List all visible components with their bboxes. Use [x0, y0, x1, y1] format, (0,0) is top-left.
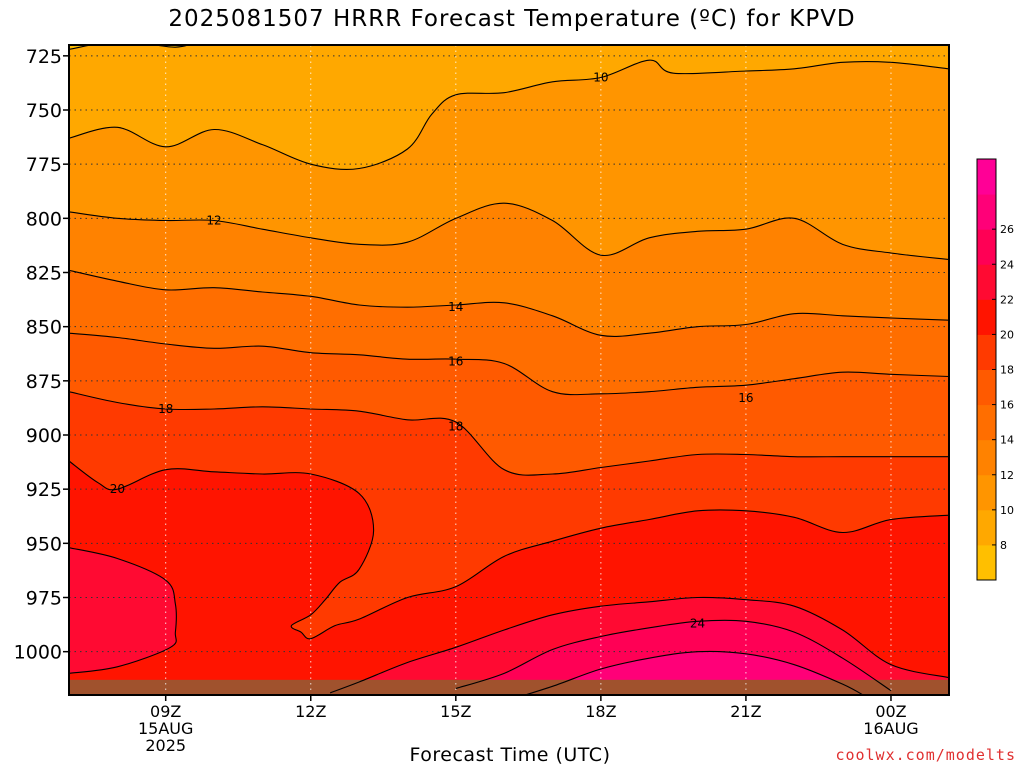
- y-tick-label-750: 750: [26, 100, 62, 122]
- isotherm-18-5: [69, 391, 949, 476]
- colorbar-swatch-22: [977, 264, 996, 300]
- y-tick-label-850: 850: [26, 317, 62, 339]
- contour-label-7: 20: [110, 482, 125, 496]
- x-tick-label-21Z: 21Z: [730, 702, 761, 721]
- y-tick-label-775: 775: [26, 154, 62, 176]
- x-tick-label-09Z: 09Z: [150, 702, 181, 721]
- x-tick-label-15AUG: 15AUG: [138, 719, 193, 738]
- x-tick-label-00Z: 00Z: [875, 702, 906, 721]
- colorbar-label-22: 22: [1000, 293, 1014, 306]
- x-tick-label-12Z: 12Z: [295, 702, 326, 721]
- isotherm-14-3: [69, 269, 949, 337]
- contour-label-0: 10: [593, 71, 608, 85]
- colorbar-swatch-10: [977, 474, 996, 511]
- colorbar-label-16: 16: [1000, 399, 1014, 412]
- x-tick-label-15Z: 15Z: [440, 702, 471, 721]
- colorbar-swatch-12: [977, 439, 996, 476]
- temperature-bands: [69, 45, 949, 695]
- plot-frame: [68, 44, 950, 696]
- y-tick-label-875: 875: [26, 371, 62, 393]
- colorbar-swatch-14: [977, 404, 996, 441]
- isotherm-10-1: [69, 59, 949, 170]
- colorbar-label-14: 14: [1000, 434, 1014, 447]
- isotherm-12-2: [69, 202, 949, 261]
- colorbar-swatch-26: [977, 194, 996, 230]
- colorbar-swatch-18: [977, 334, 996, 370]
- colorbar-label-26: 26: [1000, 223, 1014, 236]
- colorbar-label-8: 8: [1000, 539, 1007, 552]
- y-tick-label-825: 825: [26, 263, 62, 285]
- source-credit: coolwx.com/modelts: [835, 746, 1016, 764]
- y-tick-label-950: 950: [26, 533, 62, 555]
- colorbar-label-24: 24: [1000, 258, 1014, 271]
- isotherm-20-6: [69, 460, 949, 640]
- contour-label-4: 16: [738, 391, 753, 405]
- isotherm-22-8: [329, 596, 949, 694]
- isotherm-26-10: [523, 650, 865, 695]
- isotherm-16-4: [69, 332, 949, 396]
- x-axis-label: Forecast Time (UTC): [409, 744, 611, 766]
- x-tick-label-2025: 2025: [145, 736, 186, 755]
- colorbar-swatch-24: [977, 229, 996, 265]
- temperature-band-8: [69, 45, 205, 50]
- colorbar-label-12: 12: [1000, 469, 1014, 482]
- y-tick-label-925: 925: [26, 479, 62, 501]
- colorbar-label-20: 20: [1000, 328, 1014, 341]
- y-tick-label-725: 725: [26, 46, 62, 68]
- contour-label-3: 16: [448, 354, 463, 368]
- x-tick-label-16AUG: 16AUG: [863, 719, 918, 738]
- colorbar-swatch-20: [977, 299, 996, 335]
- isotherm-22-7: [69, 547, 177, 674]
- isotherm-lines: [69, 45, 949, 695]
- x-tick-label-18Z: 18Z: [585, 702, 616, 721]
- contour-label-6: 18: [448, 419, 463, 433]
- y-tick-label-800: 800: [26, 208, 62, 230]
- temperature-band-22-7: [69, 547, 177, 674]
- contour-label-2: 14: [448, 300, 463, 314]
- colorbar-label-10: 10: [1000, 504, 1014, 517]
- colorbar-swatch-28: [977, 159, 996, 195]
- isotherm-24-9: [455, 619, 892, 692]
- contour-label-8: 24: [690, 617, 705, 631]
- colorbar-label-18: 18: [1000, 364, 1014, 377]
- chart-title: 2025081507 HRRR Forecast Temperature (ºC…: [168, 6, 856, 32]
- y-tick-label-975: 975: [26, 588, 62, 610]
- colorbar-swatch-6: [977, 544, 996, 581]
- y-tick-label-1000: 1000: [14, 642, 62, 664]
- contour-label-1: 12: [206, 214, 221, 228]
- ground-surface: [69, 679, 949, 695]
- colorbar-swatch-8: [977, 509, 996, 546]
- colorbar-swatch-16: [977, 369, 996, 406]
- y-tick-label-900: 900: [26, 425, 62, 447]
- contour-label-5: 18: [158, 402, 173, 416]
